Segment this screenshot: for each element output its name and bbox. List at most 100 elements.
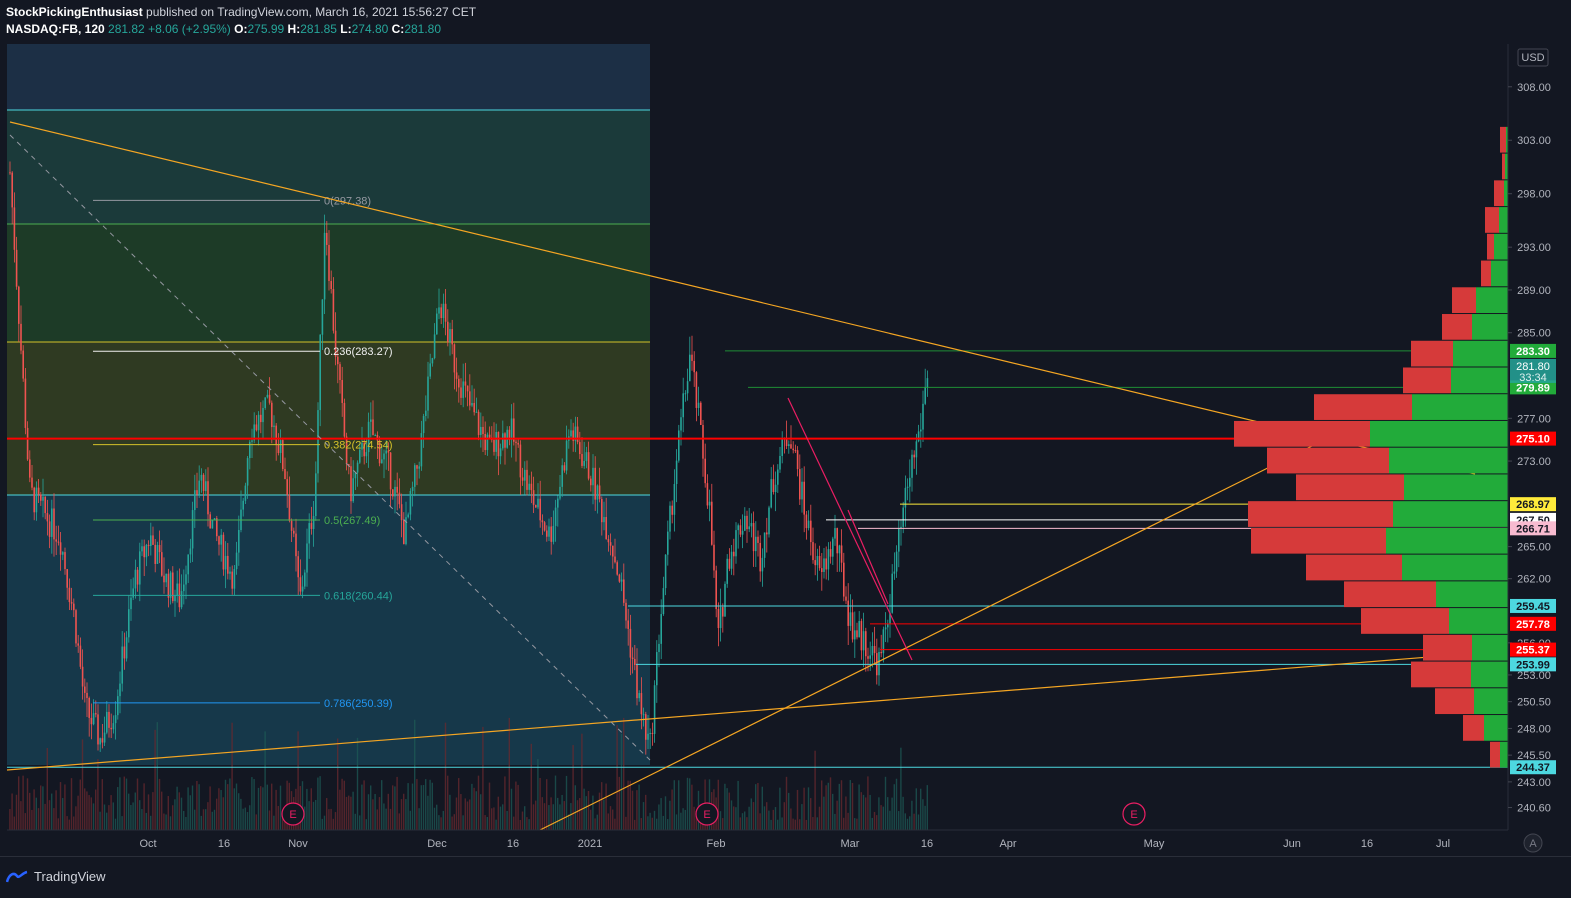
candle-body	[460, 387, 462, 398]
volume-profile-up-bar	[1494, 233, 1508, 260]
volume-bar	[768, 810, 770, 830]
candle-body	[372, 419, 374, 436]
candle-body	[158, 545, 161, 553]
volume-bar	[319, 776, 321, 830]
time-axis[interactable]: Oct 16 Nov Dec 16 2021 Feb Mar 16 Apr May Jun 16 Jul	[139, 838, 1450, 850]
volume-bar	[328, 809, 330, 830]
volume-bar	[788, 792, 790, 830]
auto-scale-button[interactable]	[1523, 833, 1543, 853]
candle-body	[704, 458, 706, 484]
volume-bar	[755, 784, 757, 830]
volume-bar	[99, 811, 101, 830]
volume-bar	[640, 818, 642, 830]
candle-body	[792, 448, 794, 451]
candle-body	[68, 587, 71, 603]
price-axis[interactable]: 308.00 303.00 298.00 293.00 289.00 285.00 277.…	[1508, 82, 1551, 815]
volume-bar	[763, 806, 766, 830]
volume-bar	[807, 787, 810, 830]
volume-bar	[469, 799, 471, 830]
price-tag-label: 268.97	[1516, 499, 1550, 511]
volume-profile-down-bar	[1344, 581, 1436, 608]
volume-bar	[920, 788, 922, 830]
volume-bar	[249, 805, 251, 830]
candle-body	[471, 402, 473, 406]
candle-body	[183, 584, 185, 592]
candle-body	[152, 535, 154, 545]
volume-bar	[739, 817, 741, 830]
volume-bar	[370, 785, 372, 830]
volume-bar	[779, 787, 781, 830]
candle-body	[548, 526, 550, 537]
candle-body	[51, 508, 53, 537]
volume-bar	[744, 811, 746, 830]
volume-bar	[876, 815, 878, 830]
earnings-marker[interactable]	[1122, 802, 1146, 826]
volume-profile-up-bar	[1393, 501, 1508, 527]
volume-bar	[205, 809, 207, 830]
volume-profile-down-bar	[1267, 447, 1389, 474]
candle-body	[24, 378, 27, 428]
candle-body	[601, 498, 603, 523]
price-chart[interactable]: 0(297.38) 0.236(283.27) 0.382(274.54) 0.5(2…	[0, 0, 1571, 856]
volume-profile-up-bar	[1506, 126, 1508, 153]
volume-bar	[812, 817, 814, 830]
wedge-trendline-2[interactable]	[847, 509, 889, 605]
candle-body	[117, 696, 119, 716]
candle-body	[394, 486, 396, 497]
candle-body	[891, 573, 893, 613]
candle-body	[165, 573, 167, 583]
volume-bar	[345, 796, 348, 830]
volume-bar	[691, 784, 693, 830]
volume-bar	[440, 817, 442, 830]
candle-body	[288, 495, 291, 521]
volume-bar	[528, 819, 530, 830]
currency-badge[interactable]	[1517, 48, 1549, 67]
volume-bar	[618, 776, 620, 830]
candle-body	[84, 686, 86, 693]
author-name[interactable]: StockPickingEnthusiast	[6, 5, 143, 19]
wedge-trendline-1[interactable]	[787, 397, 913, 661]
volume-bar	[460, 794, 462, 830]
volume-bar	[73, 816, 75, 830]
volume-bar	[141, 809, 143, 830]
volume-bar	[167, 796, 169, 830]
volume-bar	[139, 800, 141, 830]
volume-bar	[854, 818, 856, 830]
time-tick-label: 16	[218, 838, 230, 850]
candle-body	[693, 360, 695, 373]
tradingview-logo[interactable]: TradingView	[6, 869, 106, 884]
volume-bar	[365, 819, 367, 830]
candle-body	[103, 732, 106, 743]
volume-bar	[130, 804, 132, 830]
brand-name: TradingView	[34, 869, 106, 884]
candle-body	[387, 450, 390, 453]
candle-body	[521, 477, 524, 481]
volume-bar	[774, 807, 777, 830]
ascending-trendline-steep[interactable]	[539, 440, 1323, 831]
candle-body	[163, 575, 165, 583]
candle-body	[312, 515, 315, 529]
earnings-marker-label: E	[1130, 809, 1137, 821]
volume-bar	[895, 778, 898, 830]
countdown-label: 33:34	[1519, 372, 1547, 384]
earnings-marker[interactable]	[695, 802, 719, 826]
symbol-label[interactable]: NASDAQ:FB, 120	[6, 22, 105, 36]
volume-bar	[33, 789, 35, 830]
volume-bar	[282, 811, 284, 830]
volume-bar	[746, 817, 748, 830]
ascending-trendline-long[interactable]	[6, 650, 1506, 771]
candle-body	[462, 381, 464, 398]
candle-body	[279, 440, 282, 454]
volume-bar	[482, 726, 484, 830]
candle-body	[440, 307, 442, 319]
candle-body	[763, 532, 766, 558]
volume-bar	[510, 788, 513, 830]
candle-body	[262, 407, 264, 423]
volume-bar	[231, 722, 233, 830]
candle-body	[363, 442, 365, 457]
volume-bar	[246, 812, 249, 830]
volume-profile-up-bar	[1505, 153, 1508, 180]
descending-trendline[interactable]	[9, 121, 1476, 475]
volume-bar	[119, 777, 121, 830]
earnings-marker[interactable]	[281, 802, 305, 826]
